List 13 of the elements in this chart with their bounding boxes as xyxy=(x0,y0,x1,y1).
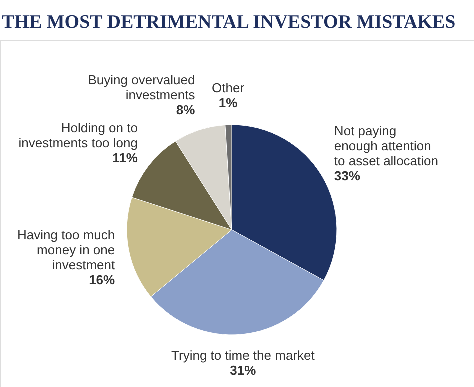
slice-label: Holding on to investments too long xyxy=(18,120,138,150)
slice-label: Buying overvalued investments xyxy=(88,72,196,102)
slice-label: Other xyxy=(212,80,246,96)
chart-title: THE MOST DETRIMENTAL INVESTOR MISTAKES xyxy=(2,12,456,33)
data-label: 1% xyxy=(218,96,238,111)
data-label: 8% xyxy=(176,102,196,118)
data-label: 31% xyxy=(230,362,257,378)
slice-label: Not paying enough attention to asset allocation xyxy=(334,124,439,169)
data-label: 16% xyxy=(89,272,116,288)
slice-label: Trying to time the market xyxy=(172,348,316,363)
data-label: 33% xyxy=(334,168,361,184)
slice-label: Having too much money in one investment xyxy=(18,227,116,272)
data-label: 11% xyxy=(112,150,138,166)
